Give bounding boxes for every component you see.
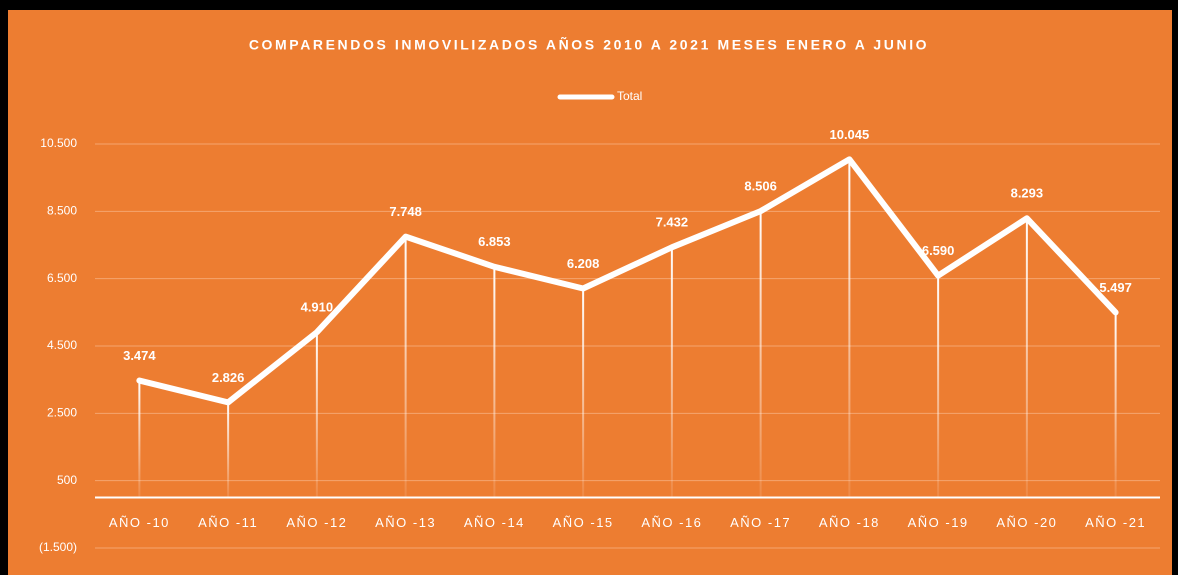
x-tick-label: AÑO -16 [641,515,702,530]
x-tick-label: AÑO -21 [1085,515,1146,530]
data-label: 3.474 [123,348,156,363]
x-tick-label: AÑO -12 [286,515,347,530]
x-tick-label: AÑO -10 [109,515,170,530]
data-label: 4.910 [301,300,334,315]
y-tick-label: 10.500 [40,136,77,150]
x-tick-label: AÑO -14 [464,515,525,530]
data-label: 6.208 [567,256,600,271]
y-tick-label: 500 [57,473,77,487]
data-label: 8.293 [1011,186,1044,201]
y-tick-label: (1.500) [39,540,77,554]
data-label: 2.826 [212,370,245,385]
x-tick-label: AÑO -15 [553,515,614,530]
x-tick-label: AÑO -17 [730,515,791,530]
data-label: 6.853 [478,234,511,249]
x-tick-label: AÑO -11 [198,515,258,530]
data-label: 7.432 [656,215,689,230]
data-label: 7.748 [389,204,422,219]
chart-title: COMPARENDOS INMOVILIZADOS AÑOS 2010 A 20… [249,36,929,53]
legend-label: Total [617,89,642,103]
x-tick-label: AÑO -13 [375,515,436,530]
x-tick-label: AÑO -19 [908,515,969,530]
y-tick-label: 2.500 [47,406,77,420]
y-tick-label: 4.500 [47,338,77,352]
data-label: 8.506 [744,179,777,194]
y-tick-label: 6.500 [47,271,77,285]
series-line [136,156,1119,406]
data-label: 5.497 [1099,280,1132,295]
y-tick-label: 8.500 [47,204,77,218]
x-tick-label: AÑO -20 [996,515,1057,530]
data-label: 10.045 [829,127,869,142]
data-label: 6.590 [922,243,955,258]
x-tick-label: AÑO -18 [819,515,880,530]
